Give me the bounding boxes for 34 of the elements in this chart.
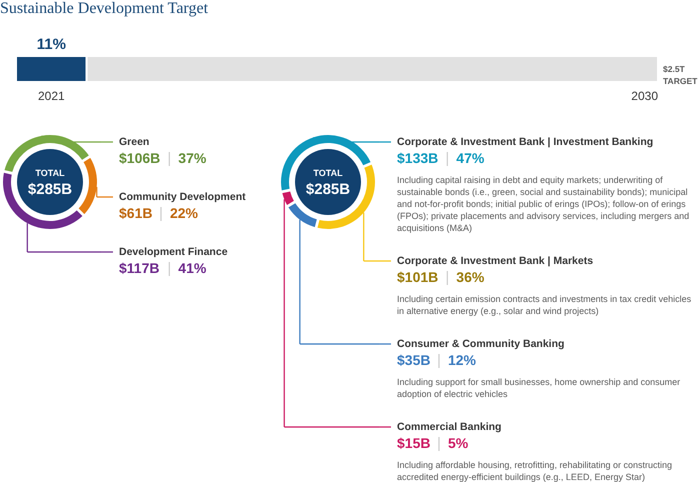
legend-label: Consumer & Community Banking [397, 338, 564, 350]
text: Including support for small businesses, home ownership and consumer adoption of electric vehicles [397, 377, 680, 399]
text: 47% [456, 150, 485, 166]
text: Including certain emission contracts and investments in tax credit vehicles in alternative energy (e.g., solar and wind projects) [397, 294, 692, 316]
text: 41% [178, 260, 207, 276]
data-label: $133B [397, 150, 438, 166]
legend-label: Corporate & Investment Bank | Investment Banking [397, 136, 654, 148]
data-label: 11% [36, 36, 66, 53]
text: $285B [28, 181, 72, 198]
text: 2030 [631, 89, 658, 103]
text: 22% [170, 205, 199, 221]
data-label: $117B [119, 260, 160, 276]
legend-label: Community Development [119, 191, 246, 203]
text: 2021 [38, 89, 65, 103]
chart-title: Sustainable Development Target [0, 0, 209, 17]
data-label: $106B [119, 150, 160, 166]
legend-label: Green [119, 136, 150, 148]
text: TOTAL [35, 168, 66, 178]
legend-label: Corporate & Investment Bank | Markets [397, 255, 594, 267]
text: Including affordable housing, retrofitting, rehabilitating or constructing accredited energy-efficient buildings (e.g., LEED, Energy Star) [397, 460, 672, 482]
legend-label: Commercial Banking [397, 421, 502, 433]
data-label: $101B [397, 269, 438, 285]
data-label: $61B [119, 205, 152, 221]
text: 36% [456, 269, 485, 285]
text: 12% [448, 352, 477, 368]
legend-label: Development Finance [119, 246, 228, 258]
text: $285B [306, 181, 350, 198]
text: 37% [178, 150, 207, 166]
text: TOTAL [313, 168, 344, 178]
text: 5% [448, 435, 469, 451]
data-label: $15B [397, 435, 430, 451]
text: $2.5T TARGET [663, 64, 698, 86]
text: Including capital raising in debt and equity markets; underwriting of sustainable bonds (i.e., green, social and sustainability bonds); municipal and not-for-profit bonds; initial public of erings (IPOs); follow-on of erings (FPOs); private placements and advisory services, including mergers and acquisitions (M&A) [397, 175, 690, 233]
data-label: $35B [397, 352, 430, 368]
